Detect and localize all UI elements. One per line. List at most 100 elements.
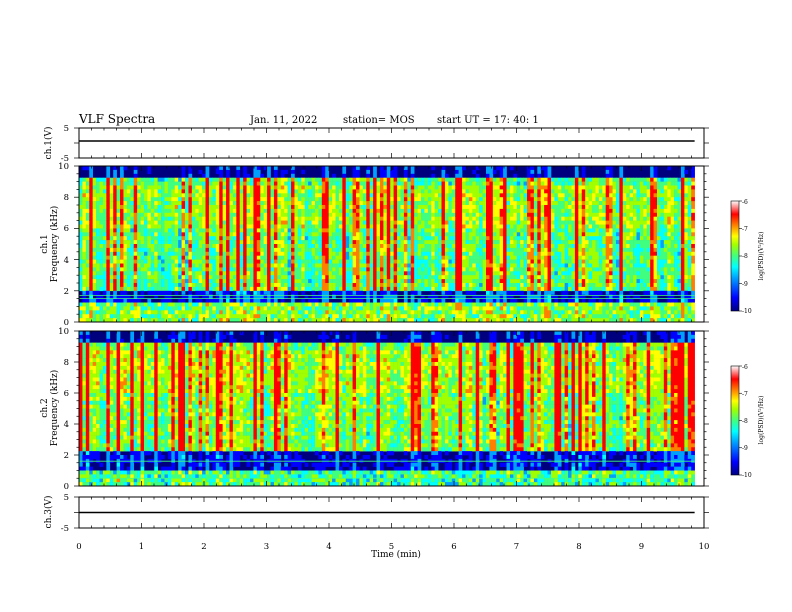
heatmap-cell — [246, 236, 251, 241]
heatmap-cell — [291, 259, 295, 264]
heatmap-cell — [106, 247, 111, 253]
heatmap-cell — [455, 228, 459, 233]
heatmap-cell — [424, 193, 429, 198]
heatmap-cell — [113, 177, 117, 182]
heatmap-cell — [243, 267, 247, 272]
heatmap-cell — [133, 294, 138, 299]
heatmap-cell — [475, 216, 480, 221]
heatmap-cell — [123, 220, 128, 225]
heatmap-cell — [356, 279, 360, 284]
heatmap-cell — [96, 177, 100, 182]
heatmap-cell — [99, 240, 104, 245]
heatmap-cell — [516, 318, 521, 323]
heatmap-cell — [291, 166, 295, 171]
heatmap-cell — [338, 224, 343, 229]
heatmap-cell — [503, 267, 507, 272]
heatmap-cell — [174, 251, 179, 256]
heatmap-cell — [161, 244, 165, 249]
heatmap-cell — [332, 232, 336, 237]
heatmap-cell — [356, 205, 360, 210]
heatmap-cell — [482, 251, 487, 256]
heatmap-cell — [236, 201, 241, 206]
heatmap-cell — [308, 224, 312, 229]
heatmap-cell — [205, 244, 210, 249]
heatmap-cell — [328, 224, 333, 229]
heatmap-cell — [379, 185, 384, 190]
heatmap-cell — [174, 271, 179, 276]
heatmap-cell — [482, 279, 487, 284]
heatmap-cell — [120, 224, 124, 229]
heatmap-cell — [147, 279, 152, 284]
heatmap-cell — [479, 247, 483, 253]
heatmap-cell — [369, 318, 374, 323]
heatmap-cell — [314, 244, 319, 249]
heatmap-cell — [369, 259, 374, 264]
heatmap-cell — [458, 247, 463, 253]
heatmap-cell — [202, 228, 206, 233]
heatmap-cell — [311, 244, 316, 249]
heatmap-cell — [140, 177, 145, 182]
heatmap-cell — [106, 310, 111, 315]
heatmap-cell — [273, 232, 278, 237]
heatmap-cell — [222, 306, 227, 311]
heatmap-cell — [301, 290, 306, 295]
heatmap-cell — [335, 236, 340, 241]
heatmap-cell — [506, 251, 511, 256]
heatmap-cell — [260, 181, 264, 186]
heatmap-cell — [270, 197, 275, 202]
heatmap-cell — [321, 201, 326, 206]
heatmap-cell — [120, 240, 124, 245]
heatmap-cell — [417, 310, 422, 315]
heatmap-cell — [280, 279, 285, 284]
heatmap-cell — [332, 240, 336, 245]
heatmap-cell — [294, 212, 299, 217]
heatmap-cell — [509, 216, 514, 221]
heatmap-cell — [523, 240, 528, 245]
heatmap-cell — [455, 201, 459, 206]
heatmap-cell — [85, 189, 90, 194]
heatmap-cell — [482, 302, 487, 307]
heatmap-cell — [369, 193, 374, 198]
heatmap-cell — [338, 232, 343, 237]
heatmap-cell — [386, 255, 391, 260]
heatmap-cell — [451, 306, 456, 311]
heatmap-cell — [356, 275, 360, 280]
heatmap-cell — [157, 267, 162, 272]
heatmap-cell — [362, 177, 367, 182]
heatmap-cell — [92, 236, 97, 241]
heatmap-cell — [438, 247, 442, 253]
heatmap-cell — [157, 216, 162, 221]
heatmap-cell — [229, 197, 234, 202]
heatmap-cell — [79, 185, 83, 190]
heatmap-cell — [417, 286, 422, 292]
heatmap-cell — [328, 275, 333, 280]
heatmap-cell — [492, 177, 497, 182]
heatmap-cell — [496, 286, 500, 292]
heatmap-cell — [410, 247, 415, 253]
heatmap-cell — [212, 267, 217, 272]
heatmap-cell — [373, 251, 377, 256]
heatmap-cell — [260, 302, 264, 307]
heatmap-cell — [438, 244, 442, 249]
heatmap-cell — [195, 212, 199, 217]
heatmap-cell — [143, 267, 148, 272]
heatmap-cell — [513, 173, 518, 178]
heatmap-cell — [407, 228, 412, 233]
heatmap-cell — [140, 310, 145, 315]
heatmap-cell — [338, 189, 343, 194]
heatmap-cell — [113, 169, 117, 175]
heatmap-cell — [297, 232, 302, 237]
heatmap-cell — [116, 251, 121, 256]
heatmap-cell — [379, 259, 384, 264]
heatmap-cell — [366, 236, 371, 241]
heatmap-cell — [301, 306, 306, 311]
heatmap-cell — [126, 247, 131, 253]
heatmap-cell — [267, 173, 271, 178]
heatmap-cell — [185, 212, 189, 217]
heatmap-cell — [462, 283, 466, 288]
heatmap-cell — [321, 240, 326, 245]
heatmap-cell — [109, 212, 114, 217]
heatmap-cell — [236, 286, 241, 292]
heatmap-cell — [133, 173, 138, 178]
heatmap-cell — [260, 244, 264, 249]
